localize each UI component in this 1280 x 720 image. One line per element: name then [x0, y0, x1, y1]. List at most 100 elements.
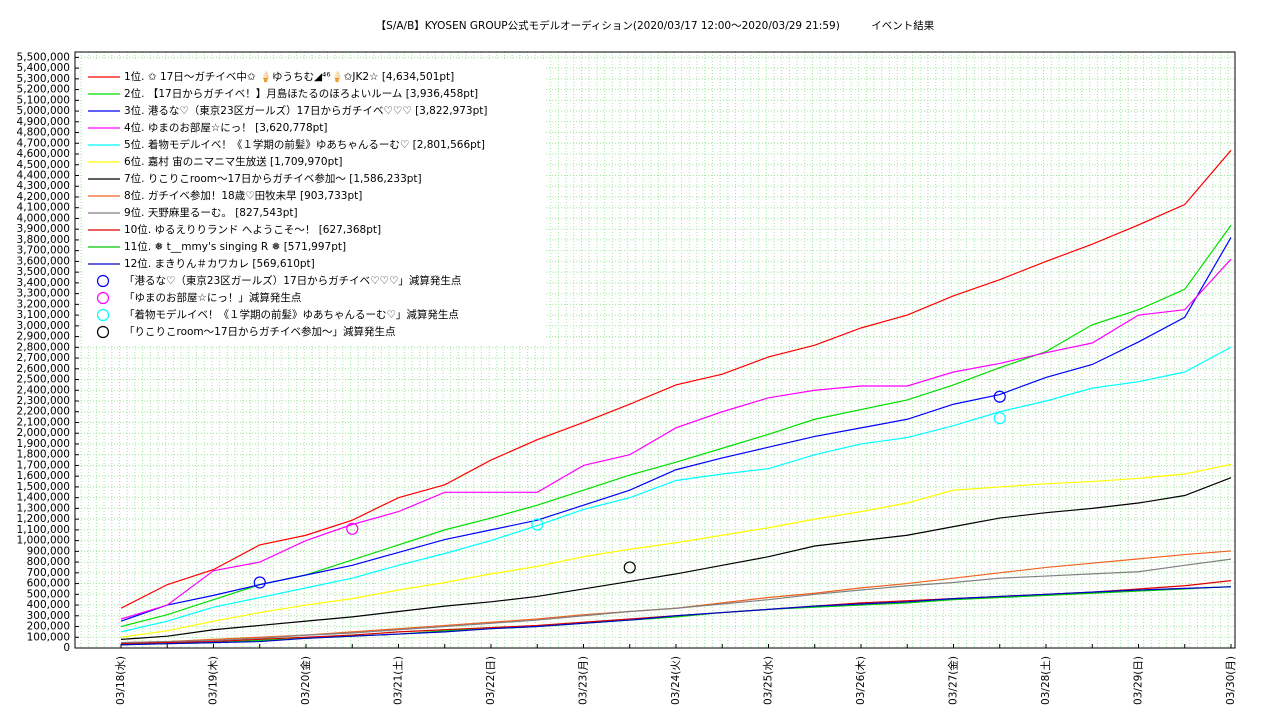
y-tick-label: 2,000,000	[17, 427, 70, 439]
legend-label: 8位. ガチイベ参加！18歳♡田牧未早 [903,733pt]	[124, 189, 362, 202]
y-tick-label: 1,700,000	[17, 459, 70, 471]
line	[120, 558, 1232, 644]
y-tick-label: 1,000,000	[17, 535, 70, 547]
y-tick-label: 3,800,000	[17, 234, 70, 246]
y-tick-label: 5,000,000	[17, 105, 70, 117]
plot-frame	[74, 51, 1236, 649]
y-tick-label: 500,000	[27, 588, 70, 600]
y-tick-label: 100,000	[27, 631, 70, 643]
y-tick-label: 1,500,000	[17, 481, 70, 493]
y-tick-label: 4,300,000	[17, 180, 70, 192]
legend-label: 「ゆまのお部屋☆にっ！」減算発生点	[124, 291, 301, 304]
legend-label: 10位. ゆるえりりランド へようこそ〜！ [627,368pt]	[124, 223, 381, 236]
y-tick-label: 3,700,000	[17, 245, 70, 257]
y-tick-label: 4,900,000	[17, 116, 70, 128]
marker	[993, 412, 1006, 425]
legend-label: 9位. 天野麻里るーむ。 [827,543pt]	[124, 206, 298, 219]
x-tick-label: 03/26(木)	[855, 656, 867, 705]
marker	[993, 390, 1006, 403]
y-tick-label: 1,400,000	[17, 492, 70, 504]
x-tick-label: 03/27(金)	[947, 656, 960, 705]
y-tick-label: 1,100,000	[17, 524, 70, 536]
y-tick-label: 4,700,000	[17, 137, 70, 149]
chart-title: 【S/A/B】KYOSEN GROUP公式モデルオーディション(2020/03/…	[376, 19, 935, 32]
legend-marker	[96, 325, 110, 339]
y-tick-label: 900,000	[27, 545, 70, 557]
y-tick-label: 4,000,000	[17, 212, 70, 224]
y-tick-label: 3,400,000	[17, 277, 70, 289]
legend-label: 2位. 【17日からガチイベ！】月島ほたるのほろよいルーム [3,936,458…	[124, 87, 478, 100]
line	[120, 346, 1232, 633]
legend-label: 4位. ゆまのお部屋☆にっ！ [3,620,778pt]	[124, 121, 328, 134]
y-tick-label: 1,600,000	[17, 470, 70, 482]
x-tick-label: 03/22(日)	[485, 656, 497, 705]
y-tick-label: 700,000	[27, 567, 70, 579]
y-tick-label: 0	[63, 642, 70, 654]
y-tick-label: 5,400,000	[17, 62, 70, 74]
y-tick-label: 5,500,000	[17, 51, 70, 63]
x-tick-label: 03/30(月)	[1225, 656, 1237, 705]
line	[120, 580, 1232, 645]
y-tick-label: 4,100,000	[17, 202, 70, 214]
y-tick-label: 3,000,000	[17, 320, 70, 332]
legend-label: 3位. 港るな♡（東京23区ガールズ）17日からガチイベ♡♡♡ [3,822,9…	[124, 104, 487, 117]
x-tick-label: 03/29(日)	[1133, 656, 1145, 705]
legend-label: 6位. 嘉村 宙のニマニマ生放送 [1,709,970pt]	[124, 155, 342, 168]
marker	[623, 561, 636, 574]
x-tick-label: 03/19(木)	[208, 656, 220, 705]
legend-label: 11位. ❅ t__mmy's singing R ❅ [571,997pt]	[124, 240, 346, 253]
y-tick-label: 2,100,000	[17, 416, 70, 428]
x-tick-label: 03/25(水)	[763, 656, 775, 705]
y-tick-label: 3,500,000	[17, 266, 70, 278]
y-tick-label: 300,000	[27, 610, 70, 622]
y-tick-label: 1,800,000	[17, 449, 70, 461]
marker	[346, 522, 359, 535]
legend-label: 「着物モデルイベ！《１学期の前髪》ゆあちゃんるーむ♡」減算発生点	[124, 308, 459, 321]
y-tick-label: 2,600,000	[17, 363, 70, 375]
y-tick-label: 2,800,000	[17, 341, 70, 353]
y-tick-label: 1,200,000	[17, 513, 70, 525]
legend-marker	[96, 274, 110, 288]
line	[120, 477, 1232, 641]
y-tick-label: 800,000	[27, 556, 70, 568]
legend-label: 5位. 着物モデルイベ！《１学期の前髪》ゆあちゃんるーむ♡ [2,801,566…	[124, 138, 485, 151]
x-tick-label: 03/28(土)	[1039, 656, 1052, 705]
line	[120, 586, 1232, 646]
marker	[531, 518, 544, 531]
y-tick-label: 3,600,000	[17, 255, 70, 267]
y-tick-label: 1,300,000	[17, 502, 70, 514]
y-tick-label: 3,900,000	[17, 223, 70, 235]
y-tick-label: 4,800,000	[17, 127, 70, 139]
legend-label: 「りこりこroom〜17日からガチイベ参加〜」減算発生点	[124, 325, 396, 338]
y-tick-label: 1,900,000	[17, 438, 70, 450]
line	[120, 149, 1232, 609]
x-tick-label: 03/23(月)	[578, 656, 590, 705]
legend-label: 12位. まきりん＃カワカレ [569,610pt]	[124, 257, 315, 270]
x-tick-label: 03/24(火)	[670, 656, 682, 705]
y-tick-label: 4,200,000	[17, 191, 70, 203]
y-tick-label: 2,300,000	[17, 395, 70, 407]
y-tick-label: 2,500,000	[17, 374, 70, 386]
y-tick-label: 200,000	[27, 621, 70, 633]
marker	[253, 576, 266, 589]
y-tick-label: 3,300,000	[17, 288, 70, 300]
legend: 1位. ✩ 17日〜ガチイベ中✩ 🍦ゆうちむ◢⁴⁶🍦✩JK2☆ [4,634,5…	[82, 60, 544, 345]
y-tick-label: 2,700,000	[17, 352, 70, 364]
y-tick-label: 5,100,000	[17, 94, 70, 106]
x-tick-label: 03/21(土)	[392, 656, 405, 705]
y-tick-label: 4,600,000	[17, 148, 70, 160]
y-tick-label: 600,000	[27, 578, 70, 590]
legend-label: 「港るな♡（東京23区ガールズ）17日からガチイベ♡♡♡」減算発生点	[124, 274, 461, 287]
line	[120, 550, 1232, 644]
x-tick-label: 03/20(金)	[299, 656, 312, 705]
legend-label: 7位. りこりこroom〜17日からガチイベ参加〜 [1,586,233pt]	[124, 172, 422, 185]
x-tick-label: 03/18(水)	[115, 656, 127, 705]
y-tick-label: 2,900,000	[17, 331, 70, 343]
line	[120, 258, 1232, 620]
y-tick-label: 5,200,000	[17, 84, 70, 96]
legend-box	[82, 60, 544, 345]
y-tick-label: 3,100,000	[17, 309, 70, 321]
y-tick-label: 5,300,000	[17, 73, 70, 85]
